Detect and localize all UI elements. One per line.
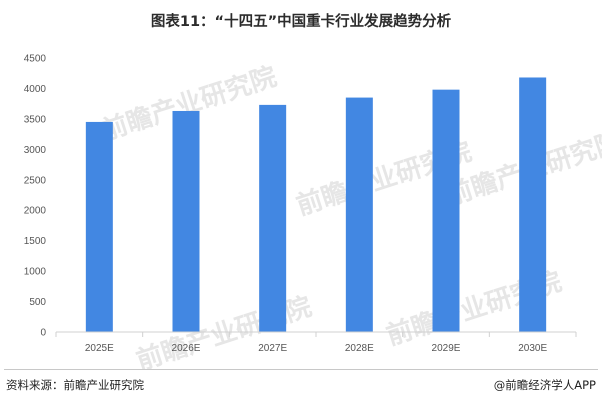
x-tick-label: 2029E <box>432 343 461 354</box>
x-tick-label: 2025E <box>85 343 114 354</box>
brand-credit: @前瞻经济学人APP <box>493 378 596 392</box>
y-tick-label: 3500 <box>24 114 47 125</box>
bar-2025E <box>85 121 113 332</box>
watermark-text: 前瞻产业研究院 <box>133 291 316 370</box>
x-tick-label: 2028E <box>345 343 374 354</box>
source-note: 资料来源：前瞻产业研究院 <box>6 378 144 392</box>
y-tick-label: 1000 <box>24 267 47 278</box>
bar-2030E <box>519 77 547 333</box>
y-tick-label: 3000 <box>24 145 47 156</box>
y-tick-label: 1500 <box>24 236 47 247</box>
x-tick-label: 2026E <box>172 343 201 354</box>
y-tick-label: 500 <box>29 297 46 308</box>
x-axis: 2025E 2026E 2027E 2028E 2029E 2030E <box>55 331 577 354</box>
y-tick-label: 2500 <box>24 175 47 186</box>
bar-chart: 前瞻产业研究院前瞻产业研究院前瞻产业研究院前瞻产业研究院前瞻产业研究院 0500… <box>24 54 602 371</box>
bar-2027E <box>259 104 287 332</box>
footer-divider <box>4 369 598 370</box>
chart-title: 图表11：“十四五”中国重卡行业发展趋势分析 <box>150 14 452 30</box>
bar-series <box>85 77 547 333</box>
y-tick-label: 2000 <box>24 206 47 217</box>
y-axis: 0 500 1000 1500 2000 2500 3000 3500 4000 4500 <box>24 54 47 339</box>
y-tick-label: 4500 <box>24 54 47 65</box>
bar-2029E <box>432 89 460 332</box>
x-tick-label: 2027E <box>258 343 287 354</box>
bar-2026E <box>172 110 200 333</box>
bar-2028E <box>345 97 373 332</box>
y-tick-label: 0 <box>40 328 46 339</box>
x-tick-label: 2030E <box>518 343 547 354</box>
y-tick-label: 4000 <box>24 84 47 95</box>
